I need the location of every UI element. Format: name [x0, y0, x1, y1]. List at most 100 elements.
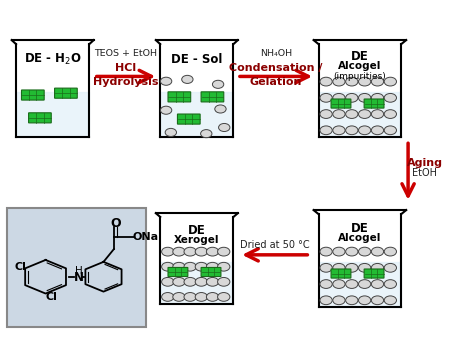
Text: Alcogel: Alcogel — [338, 61, 382, 71]
Circle shape — [333, 110, 345, 118]
FancyBboxPatch shape — [7, 208, 146, 327]
Circle shape — [195, 262, 208, 271]
Text: Alcogel: Alcogel — [338, 233, 382, 243]
FancyBboxPatch shape — [21, 90, 44, 100]
Circle shape — [358, 296, 371, 305]
Text: N: N — [74, 271, 84, 284]
Circle shape — [206, 247, 219, 256]
Text: DE: DE — [188, 224, 206, 237]
Circle shape — [384, 94, 396, 102]
Circle shape — [333, 94, 345, 102]
Circle shape — [358, 77, 371, 86]
FancyBboxPatch shape — [28, 113, 51, 123]
Circle shape — [346, 280, 358, 288]
FancyBboxPatch shape — [331, 99, 351, 108]
Circle shape — [333, 280, 345, 288]
Text: DE - Sol: DE - Sol — [171, 53, 222, 66]
Circle shape — [346, 110, 358, 118]
Circle shape — [184, 277, 196, 286]
Circle shape — [173, 292, 185, 301]
Circle shape — [206, 262, 219, 271]
Polygon shape — [160, 217, 234, 304]
Circle shape — [195, 247, 208, 256]
Circle shape — [206, 292, 219, 301]
Circle shape — [346, 296, 358, 305]
Circle shape — [384, 296, 396, 305]
Circle shape — [320, 77, 332, 86]
Circle shape — [218, 262, 230, 271]
Text: EtOH: EtOH — [412, 168, 437, 178]
Text: DE - H$_2$O: DE - H$_2$O — [24, 52, 82, 67]
Circle shape — [173, 247, 185, 256]
Circle shape — [160, 77, 172, 85]
Circle shape — [201, 129, 212, 138]
FancyBboxPatch shape — [364, 269, 384, 278]
FancyBboxPatch shape — [364, 99, 384, 108]
Circle shape — [358, 126, 371, 135]
Text: Aging: Aging — [407, 158, 443, 168]
Circle shape — [162, 292, 174, 301]
Circle shape — [358, 263, 371, 272]
Circle shape — [371, 77, 383, 86]
Circle shape — [384, 263, 396, 272]
Circle shape — [320, 280, 332, 288]
FancyBboxPatch shape — [331, 269, 351, 278]
Circle shape — [320, 296, 332, 305]
Polygon shape — [160, 44, 234, 137]
Circle shape — [371, 110, 383, 118]
Circle shape — [346, 247, 358, 256]
Text: (impurities): (impurities) — [334, 72, 386, 81]
Circle shape — [162, 277, 174, 286]
Circle shape — [371, 247, 383, 256]
Circle shape — [358, 247, 371, 256]
Circle shape — [384, 110, 396, 118]
Circle shape — [206, 277, 219, 286]
Circle shape — [173, 277, 185, 286]
Circle shape — [320, 263, 332, 272]
Text: ONa: ONa — [133, 232, 159, 242]
FancyBboxPatch shape — [168, 92, 191, 102]
Text: NH₄OH: NH₄OH — [260, 49, 292, 58]
Circle shape — [184, 247, 196, 256]
Circle shape — [165, 128, 176, 137]
Text: Gelation: Gelation — [250, 76, 302, 87]
Circle shape — [384, 280, 396, 288]
Circle shape — [333, 247, 345, 256]
Circle shape — [346, 94, 358, 102]
Circle shape — [358, 94, 371, 102]
Text: Condensation /: Condensation / — [229, 63, 323, 73]
Circle shape — [371, 280, 383, 288]
Polygon shape — [319, 214, 401, 307]
FancyBboxPatch shape — [168, 267, 188, 276]
Circle shape — [215, 105, 226, 113]
Circle shape — [162, 262, 174, 271]
Circle shape — [212, 80, 224, 88]
Polygon shape — [319, 44, 401, 137]
Text: DE: DE — [351, 50, 369, 63]
Text: Dried at 50 °C: Dried at 50 °C — [240, 240, 310, 250]
Circle shape — [346, 263, 358, 272]
Circle shape — [320, 110, 332, 118]
FancyBboxPatch shape — [55, 88, 77, 98]
Text: Hydrolysis: Hydrolysis — [93, 76, 159, 87]
Circle shape — [333, 296, 345, 305]
Circle shape — [218, 247, 230, 256]
Circle shape — [333, 126, 345, 135]
Circle shape — [184, 292, 196, 301]
Text: Xerogel: Xerogel — [174, 236, 219, 245]
Circle shape — [195, 292, 208, 301]
Circle shape — [182, 75, 193, 83]
Circle shape — [195, 277, 208, 286]
Circle shape — [160, 106, 172, 114]
FancyBboxPatch shape — [201, 267, 221, 276]
Circle shape — [346, 77, 358, 86]
Circle shape — [384, 247, 396, 256]
Circle shape — [358, 110, 371, 118]
Circle shape — [384, 77, 396, 86]
Circle shape — [371, 126, 383, 135]
Text: Cl: Cl — [15, 262, 27, 272]
Circle shape — [173, 262, 185, 271]
Text: DE: DE — [351, 222, 369, 235]
Circle shape — [371, 296, 383, 305]
Circle shape — [320, 94, 332, 102]
